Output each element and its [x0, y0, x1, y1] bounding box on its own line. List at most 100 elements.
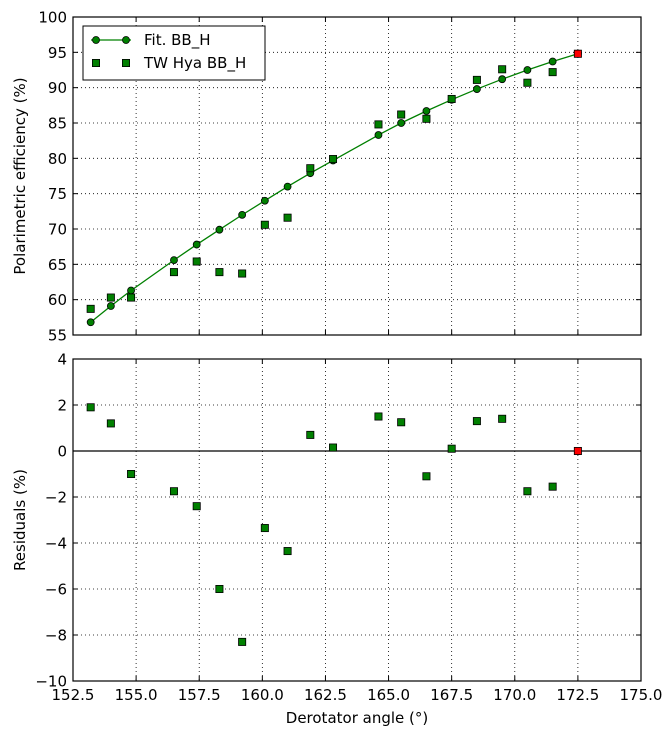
fit-point: [283, 182, 292, 191]
y-tick-label: 2: [57, 397, 67, 415]
data-point: [215, 268, 224, 277]
tick-marks: [72, 358, 642, 682]
y-tick-label: 0: [57, 443, 67, 461]
data-point: [397, 418, 406, 427]
legend-label: TW Hya BB_H: [143, 54, 246, 73]
x-axis-label: Derotator angle (°): [286, 709, 428, 727]
fit-point: [473, 85, 481, 93]
fit-point: [86, 318, 95, 327]
y-tick-label: 95: [48, 44, 67, 62]
x-tick-label: 175.0: [620, 686, 663, 704]
x-tick-label: 157.5: [178, 686, 221, 704]
data-point: [283, 213, 292, 222]
y-tick-label: 85: [48, 115, 67, 133]
fit-point: [127, 286, 135, 295]
data-point: [422, 114, 431, 123]
data-point-highlighted: [573, 49, 582, 58]
x-tick-label: 170.0: [493, 686, 536, 704]
y-tick-label: 90: [48, 79, 67, 97]
x-tick-label: 155.0: [115, 686, 158, 704]
data-point: [397, 110, 406, 119]
y-tick-label: 65: [48, 256, 67, 274]
fit-point: [422, 107, 431, 115]
data-point: [169, 268, 178, 277]
y-tick-label: 4: [57, 351, 67, 369]
y-tick-label: −6: [45, 581, 67, 599]
data-point: [86, 304, 95, 313]
data-point: [374, 412, 383, 421]
y-axis-label: Polarimetric efficiency (%): [11, 77, 29, 274]
data-point: [447, 444, 456, 453]
data-point: [86, 403, 95, 412]
fit-point: [523, 66, 532, 74]
x-tick-label: 167.5: [430, 686, 473, 704]
fit-point: [238, 210, 247, 219]
data-point: [472, 417, 481, 426]
data-point: [374, 120, 383, 129]
series-tw-hya-bb-h: [86, 49, 582, 313]
data-point: [283, 547, 292, 556]
y-tick-label: 80: [48, 150, 67, 168]
data-point: [447, 94, 456, 103]
legend-marker-circle: [122, 36, 130, 44]
plot-frame: [72, 16, 642, 336]
data-point: [472, 75, 481, 84]
bottom-panel-residuals: −10 −8 −6 −4 −2 0 2 4 152.5 155.0 157.5 160.0 162.5 1…: [11, 351, 662, 728]
fit-point: [106, 302, 115, 310]
data-point: [548, 68, 557, 77]
x-tick-label: 162.5: [304, 686, 347, 704]
data-point: [523, 78, 532, 87]
fit-point: [260, 196, 269, 205]
data-point: [498, 65, 507, 74]
legend-marker-square: [122, 59, 131, 68]
y-tick-label: 60: [48, 291, 67, 309]
data-point: [192, 502, 201, 511]
series-fit-bb-h: [86, 49, 582, 327]
data-point: [215, 585, 224, 594]
data-point: [260, 220, 269, 229]
data-point: [329, 155, 338, 164]
data-point: [523, 487, 532, 496]
fit-point: [498, 75, 507, 84]
x-tick-label: 152.5: [52, 686, 95, 704]
data-point: [106, 293, 115, 302]
plot-frame: [72, 358, 642, 682]
data-point-highlighted: [573, 446, 582, 455]
fit-point: [215, 225, 224, 234]
fit-point: [170, 256, 178, 264]
y-tick-label: −2: [45, 489, 67, 507]
data-point: [306, 164, 315, 173]
x-tick-label: 160.0: [241, 686, 284, 704]
x-tick-label: 165.0: [367, 686, 410, 704]
x-tick-label: 172.5: [556, 686, 599, 704]
legend-marker-circle: [92, 36, 100, 44]
data-point: [329, 443, 338, 452]
y-tick-label: 75: [48, 185, 67, 203]
data-point: [127, 293, 136, 302]
fit-point: [374, 131, 383, 139]
data-point: [260, 524, 269, 533]
data-point: [306, 430, 315, 439]
data-point: [238, 637, 247, 646]
data-point: [106, 419, 115, 428]
data-point: [169, 487, 178, 496]
data-point: [548, 482, 557, 491]
data-point: [498, 414, 507, 423]
top-panel-efficiency: 55 60 65 70 75 80 85 90 95 100 Polarimetric effici…: [11, 9, 642, 345]
legend-label: Fit. BB_H: [144, 31, 210, 50]
fit-point: [548, 57, 557, 66]
y-axis-label: Residuals (%): [11, 469, 29, 571]
y-tick-label: −8: [45, 627, 67, 645]
y-tick-label: 100: [38, 9, 67, 27]
y-tick-label: −10: [35, 673, 67, 691]
data-point: [422, 472, 431, 481]
grid-lines: [73, 359, 641, 681]
data-point: [127, 469, 136, 478]
fit-point: [192, 240, 201, 249]
data-point: [192, 257, 201, 266]
series-residuals: [86, 403, 582, 646]
fit-point: [397, 119, 406, 127]
legend: Fit. BB_H TW Hya BB_H: [82, 25, 266, 81]
legend-marker-square: [92, 59, 101, 68]
